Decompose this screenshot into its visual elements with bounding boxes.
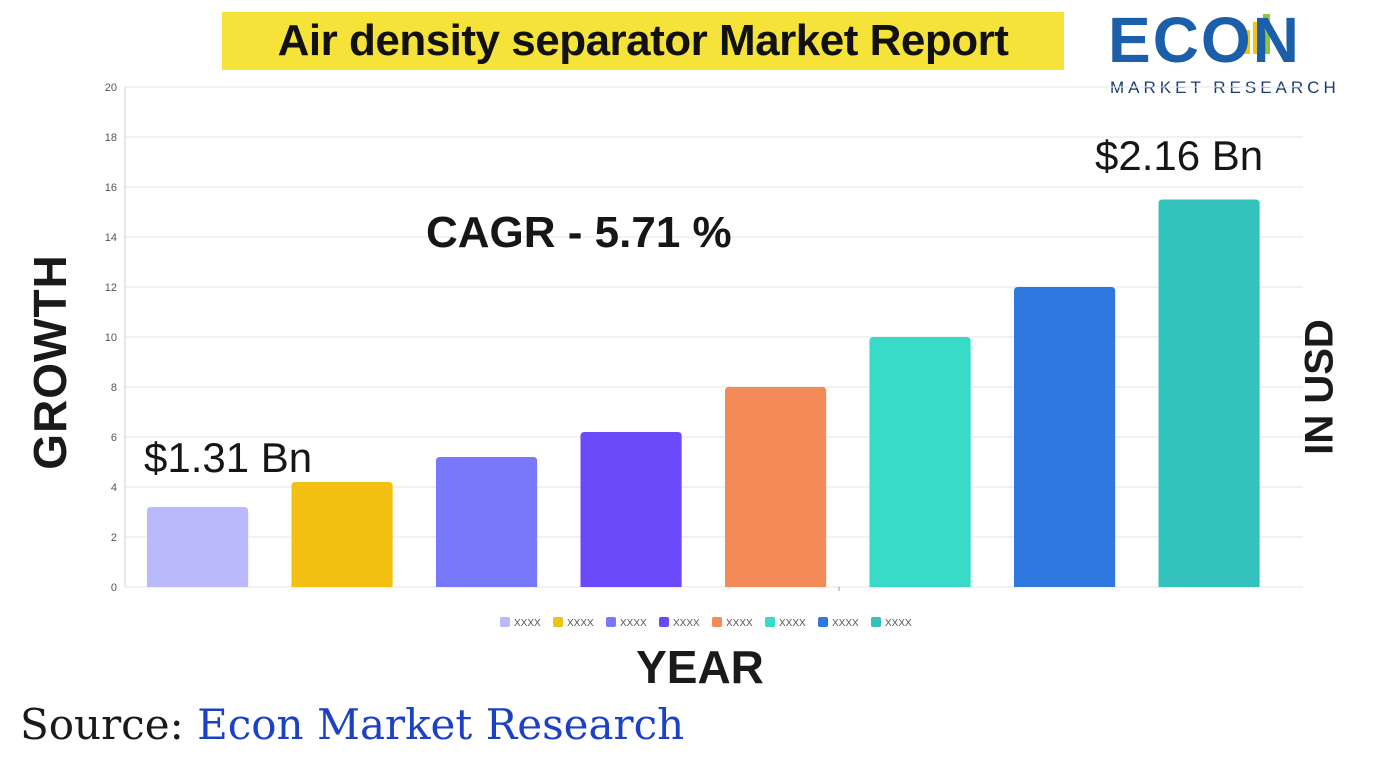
source-line: Source: Econ Market Research bbox=[20, 700, 684, 749]
legend-label: XXXX bbox=[779, 618, 806, 629]
bar bbox=[725, 387, 827, 587]
y-tick-label: 16 bbox=[105, 182, 117, 194]
y-tick-label: 4 bbox=[111, 482, 117, 494]
legend-label: XXXX bbox=[673, 618, 700, 629]
legend-label: XXXX bbox=[567, 618, 594, 629]
y-tick-label: 6 bbox=[111, 432, 117, 444]
bar bbox=[291, 482, 393, 587]
title-highlight: Air density separator Market Report bbox=[222, 12, 1064, 70]
legend-swatch bbox=[553, 617, 563, 627]
legend-label: XXXX bbox=[514, 618, 541, 629]
legend-swatch bbox=[500, 617, 510, 627]
cagr-annotation: CAGR - 5.71 % bbox=[426, 208, 732, 257]
bar bbox=[869, 337, 971, 587]
y-tick-label: 2 bbox=[111, 532, 117, 544]
bar bbox=[436, 457, 538, 587]
legend-swatch bbox=[659, 617, 669, 627]
legend-swatch bbox=[606, 617, 616, 627]
bar bbox=[580, 432, 682, 587]
legend-swatch bbox=[818, 617, 828, 627]
y-tick-label: 12 bbox=[105, 282, 117, 294]
x-axis-label: YEAR bbox=[636, 641, 764, 693]
bar bbox=[1158, 199, 1260, 587]
legend-label: XXXX bbox=[885, 618, 912, 629]
logo-wordmark: ECON bbox=[1108, 4, 1301, 76]
source-organization: Econ Market Research bbox=[197, 700, 685, 749]
y-axis-label-right: IN USD bbox=[1297, 319, 1342, 455]
page-title: Air density separator Market Report bbox=[277, 16, 1009, 65]
legend-swatch bbox=[871, 617, 881, 627]
y-tick-label: 0 bbox=[111, 582, 117, 594]
legend-swatch bbox=[712, 617, 722, 627]
y-tick-label: 10 bbox=[105, 332, 117, 344]
bar bbox=[1014, 287, 1116, 587]
y-tick-label: 14 bbox=[105, 232, 117, 244]
legend-label: XXXX bbox=[620, 618, 647, 629]
source-label: Source: bbox=[20, 700, 184, 749]
legend-swatch bbox=[765, 617, 775, 627]
end-value-label: $2.16 Bn bbox=[1095, 132, 1264, 179]
y-tick-label: 8 bbox=[111, 382, 117, 394]
logo-graphic bbox=[1243, 14, 1270, 54]
y-axis-label: GROWTH bbox=[24, 254, 76, 470]
legend-label: XXXX bbox=[726, 618, 753, 629]
legend-label: XXXX bbox=[832, 618, 859, 629]
y-tick-label: 18 bbox=[105, 132, 117, 144]
bar bbox=[147, 507, 249, 587]
start-value-label: $1.31 Bn bbox=[144, 434, 313, 481]
y-tick-label: 20 bbox=[105, 82, 117, 94]
